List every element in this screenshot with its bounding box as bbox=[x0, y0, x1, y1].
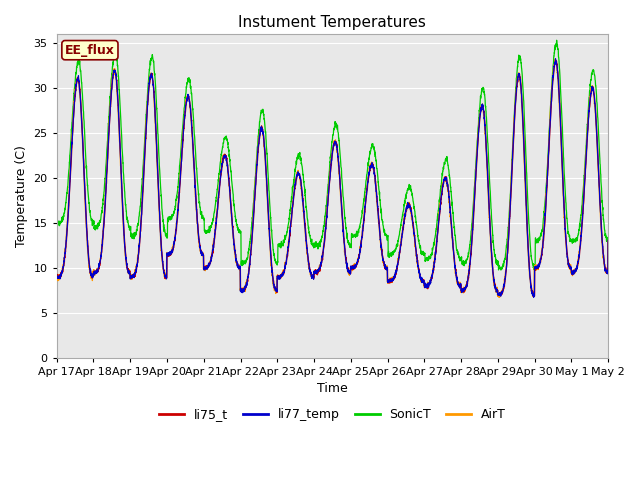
SonicT bbox=[116, 94, 124, 100]
Title: Instument Temperatures: Instument Temperatures bbox=[239, 15, 426, 30]
SonicT bbox=[534, 238, 542, 244]
li75_t bbox=[288, 210, 296, 216]
AirT bbox=[594, 154, 602, 160]
AirT bbox=[148, 74, 156, 80]
li75_t bbox=[116, 131, 124, 136]
AirT bbox=[288, 204, 296, 210]
li77_temp bbox=[148, 74, 156, 80]
X-axis label: Time: Time bbox=[317, 383, 348, 396]
li77_temp bbox=[530, 294, 538, 300]
AirT bbox=[53, 272, 61, 278]
AirT bbox=[264, 212, 272, 218]
Line: AirT: AirT bbox=[57, 59, 608, 298]
Text: EE_flux: EE_flux bbox=[65, 44, 115, 57]
AirT bbox=[116, 140, 124, 145]
SonicT bbox=[497, 267, 505, 273]
li77_temp bbox=[604, 238, 612, 243]
li77_temp bbox=[264, 208, 272, 214]
SonicT bbox=[553, 37, 561, 43]
li77_temp bbox=[116, 134, 124, 140]
Line: li77_temp: li77_temp bbox=[57, 59, 608, 297]
SonicT bbox=[264, 172, 272, 178]
Line: li75_t: li75_t bbox=[57, 61, 608, 296]
AirT bbox=[551, 56, 559, 62]
SonicT bbox=[288, 192, 296, 197]
AirT bbox=[495, 295, 503, 300]
li77_temp bbox=[288, 209, 296, 215]
li77_temp bbox=[534, 265, 542, 271]
li77_temp bbox=[594, 150, 602, 156]
li77_temp bbox=[53, 272, 61, 278]
li75_t bbox=[264, 204, 272, 210]
SonicT bbox=[148, 52, 156, 58]
SonicT bbox=[53, 217, 61, 223]
Line: SonicT: SonicT bbox=[57, 40, 608, 270]
SonicT bbox=[604, 237, 612, 243]
li77_temp bbox=[552, 56, 559, 61]
li75_t bbox=[552, 58, 559, 64]
li75_t bbox=[534, 266, 542, 272]
li75_t bbox=[604, 238, 612, 244]
li75_t bbox=[53, 272, 61, 278]
Legend: li75_t, li77_temp, SonicT, AirT: li75_t, li77_temp, SonicT, AirT bbox=[154, 403, 511, 426]
AirT bbox=[534, 264, 542, 269]
li75_t bbox=[594, 144, 602, 150]
li75_t bbox=[529, 293, 537, 299]
AirT bbox=[604, 238, 612, 243]
SonicT bbox=[594, 114, 602, 120]
li75_t bbox=[148, 73, 156, 79]
Y-axis label: Temperature (C): Temperature (C) bbox=[15, 145, 28, 247]
